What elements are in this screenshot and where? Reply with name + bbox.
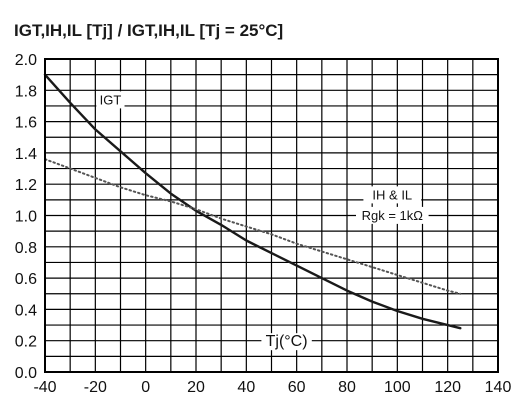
label-igt: IGT [100, 92, 122, 107]
curve-labels: IGT IH & IL Rgk = 1kΩ Tj(°C) [96, 91, 429, 351]
x-tick-label: 20 [187, 379, 205, 396]
y-tick-label: 1.2 [15, 177, 37, 194]
x-tick-label: -40 [33, 379, 56, 396]
y-tick-label: 1.4 [15, 146, 37, 163]
x-tick-label: 0 [141, 379, 150, 396]
x-tick-label: 80 [338, 379, 356, 396]
y-tick-label: 0.6 [15, 271, 37, 288]
y-tick-label: 0.0 [15, 365, 37, 382]
series-line-igt [43, 73, 462, 330]
x-tick-label: 100 [384, 379, 411, 396]
label-igt-box [96, 91, 125, 109]
y-tick-label: 1.0 [15, 209, 37, 226]
y-tick-label: 1.8 [15, 83, 37, 100]
x-tick-label: 140 [485, 379, 512, 396]
x-tick-label: 120 [434, 379, 461, 396]
label-ih-il-box [363, 186, 422, 204]
y-axis-ticks: 0.0 0.2 0.4 0.6 0.8 1.0 1.2 1.4 1.6 1.8 2.0 [15, 52, 37, 382]
x-axis-ticks: -40 -20 0 20 40 60 80 100 120 140 [33, 379, 511, 396]
series-lines [43, 73, 462, 330]
y-tick-label: 0.8 [15, 240, 37, 257]
y-tick-label: 0.4 [15, 302, 37, 319]
y-tick-label: 1.6 [15, 115, 37, 132]
x-axis-label: Tj(°C) [266, 333, 308, 350]
label-rgk: Rgk = 1kΩ [362, 208, 424, 223]
series-line-ih-il [44, 158, 462, 295]
x-tick-label: 60 [288, 379, 306, 396]
label-rgk-box [356, 206, 429, 224]
label-ih-il: IH & IL [372, 187, 412, 202]
x-axis-label-box [261, 333, 312, 351]
y-tick-label: 2.0 [15, 52, 37, 69]
plot-frame [44, 58, 499, 373]
chart-title: IGT,IH,IL [Tj] / IGT,IH,IL [Tj = 25°C] [14, 21, 283, 40]
x-tick-label: -20 [84, 379, 107, 396]
y-tick-label: 0.2 [15, 334, 37, 351]
x-tick-label: 40 [237, 379, 255, 396]
